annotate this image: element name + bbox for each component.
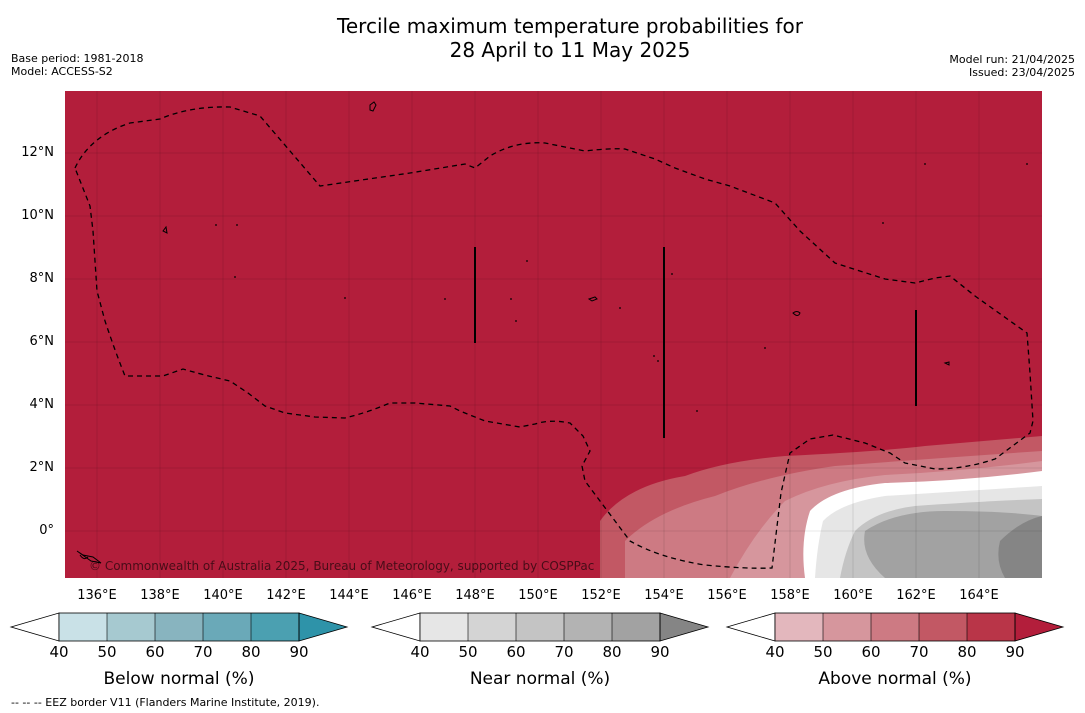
- above-tick-70: 70: [909, 643, 929, 661]
- near-normal-swatch-2: [468, 613, 516, 641]
- near-normal-low-extension: [370, 612, 421, 642]
- lon-label-148e: 148°E: [455, 588, 495, 603]
- base-period: Base period: 1981-2018: [11, 52, 144, 65]
- lon-label-150e: 150°E: [518, 588, 558, 603]
- below-normal-title: Below normal (%): [103, 669, 255, 689]
- model-run: Model run: 21/04/2025: [949, 53, 1075, 66]
- lon-label-138e: 138°E: [140, 588, 180, 603]
- below-normal-swatch-3: [155, 613, 203, 641]
- above-tick-90: 90: [1005, 643, 1025, 661]
- near-tick-70: 70: [554, 643, 574, 661]
- lat-label-4n: 4°N: [29, 397, 55, 412]
- colorbar-above-normal: [725, 612, 1065, 642]
- issued-date: Issued: 23/04/2025: [968, 66, 1075, 79]
- below-normal-swatch-4: [203, 613, 251, 641]
- below-normal-high-extension: [298, 612, 349, 642]
- lat-label-10n: 10°N: [21, 208, 54, 223]
- island-outlines: [76, 101, 950, 564]
- above-normal-high-extension: [1014, 612, 1065, 642]
- probability-map: © Commonwealth of Australia 2025, Bureau…: [65, 91, 1042, 578]
- above-normal-title: Above normal (%): [818, 669, 972, 689]
- lat-label-2n: 2°N: [29, 460, 55, 475]
- below-tick-60: 60: [145, 643, 165, 661]
- lon-label-154e: 154°E: [644, 588, 684, 603]
- lat-label-12n: 12°N: [21, 145, 54, 160]
- lon-label-158e: 158°E: [770, 588, 810, 603]
- near-tick-90: 90: [650, 643, 670, 661]
- colorbar-below-normal: [9, 612, 349, 642]
- near-normal-title: Near normal (%): [469, 669, 611, 689]
- below-normal-swatch-5: [251, 613, 299, 641]
- above-normal-swatch-2: [823, 613, 871, 641]
- lon-label-164e: 164°E: [959, 588, 999, 603]
- lon-label-156e: 156°E: [707, 588, 747, 603]
- below-tick-50: 50: [97, 643, 117, 661]
- lon-label-152e: 152°E: [581, 588, 621, 603]
- above-normal-swatch-3: [871, 613, 919, 641]
- below-normal-swatch-1: [59, 613, 107, 641]
- above-normal-swatch-4: [919, 613, 967, 641]
- eez-border-line: [74, 106, 1034, 569]
- lat-label-8n: 8°N: [29, 271, 55, 286]
- below-tick-90: 90: [289, 643, 309, 661]
- model-name: Model: ACCESS-S2: [11, 65, 113, 78]
- near-tick-60: 60: [506, 643, 526, 661]
- near-tick-50: 50: [458, 643, 478, 661]
- above-tick-40: 40: [765, 643, 785, 661]
- colorbars: [9, 612, 1065, 642]
- lon-label-144e: 144°E: [329, 588, 369, 603]
- above-normal-swatch-1: [775, 613, 823, 641]
- title-line-1: Tercile maximum temperature probabilitie…: [337, 14, 803, 38]
- below-tick-70: 70: [193, 643, 213, 661]
- meta-right: Model run: 21/04/2025 Issued: 23/04/2025: [949, 53, 1075, 79]
- near-tick-80: 80: [602, 643, 622, 661]
- below-normal-low-extension: [9, 612, 60, 642]
- meta-left: Base period: 1981-2018 Model: ACCESS-S2: [11, 52, 143, 78]
- copyright-notice: © Commonwealth of Australia 2025, Bureau…: [89, 559, 594, 573]
- lon-label-162e: 162°E: [896, 588, 936, 603]
- lon-label-142e: 142°E: [266, 588, 306, 603]
- above-tick-50: 50: [813, 643, 833, 661]
- near-normal-swatch-5: [612, 613, 660, 641]
- below-tick-80: 80: [241, 643, 261, 661]
- near-normal-swatch-3: [516, 613, 564, 641]
- lat-label-0: 0°: [39, 523, 54, 538]
- lon-label-136e: 136°E: [77, 588, 117, 603]
- eez-legend-note: -- -- -- EEZ border V11 (Flanders Marine…: [11, 696, 320, 709]
- lon-label-146e: 146°E: [392, 588, 432, 603]
- near-tick-40: 40: [410, 643, 430, 661]
- lon-label-140e: 140°E: [203, 588, 243, 603]
- lon-label-160e: 160°E: [833, 588, 873, 603]
- title-line-2: 28 April to 11 May 2025: [449, 38, 691, 62]
- near-normal-high-extension: [659, 612, 710, 642]
- below-tick-40: 40: [49, 643, 69, 661]
- above-tick-60: 60: [861, 643, 881, 661]
- above-normal-low-extension: [725, 612, 776, 642]
- above-tick-80: 80: [957, 643, 977, 661]
- colorbar-near-normal: [370, 612, 710, 642]
- small-islands: [215, 163, 1028, 412]
- near-normal-swatch-4: [564, 613, 612, 641]
- lat-label-6n: 6°N: [29, 334, 55, 349]
- below-normal-swatch-2: [107, 613, 155, 641]
- above-normal-gradient-region: [600, 436, 1042, 578]
- island-chain-markers: [474, 247, 917, 438]
- near-normal-swatch-1: [420, 613, 468, 641]
- above-normal-swatch-5: [967, 613, 1015, 641]
- map-title: Tercile maximum temperature probabilitie…: [0, 14, 1085, 62]
